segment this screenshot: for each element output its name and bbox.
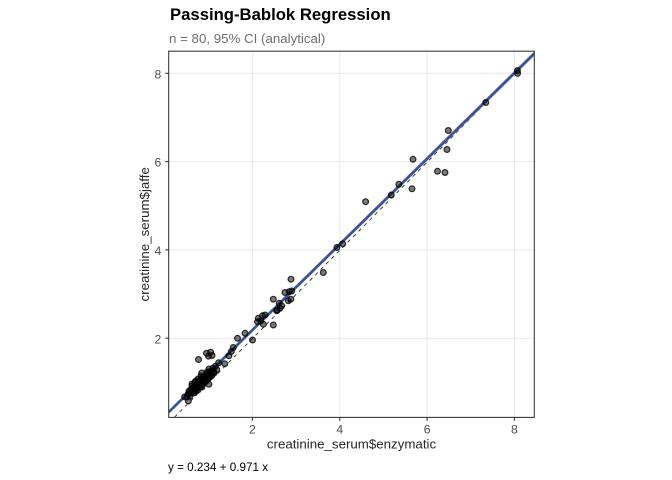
- svg-text:y = 0.234 + 0.971 x: y = 0.234 + 0.971 x: [168, 461, 268, 474]
- svg-text:Passing-Bablok Regression: Passing-Bablok Regression: [170, 5, 391, 24]
- svg-text:creatinine_serum$jaffe: creatinine_serum$jaffe: [137, 167, 152, 301]
- svg-text:2: 2: [155, 332, 162, 346]
- svg-text:6: 6: [424, 422, 431, 436]
- svg-text:8: 8: [155, 67, 162, 81]
- svg-text:8: 8: [511, 422, 518, 436]
- svg-text:n = 80, 95% CI (analytical): n = 80, 95% CI (analytical): [169, 31, 325, 46]
- svg-text:4: 4: [336, 422, 343, 436]
- svg-text:creatinine_serum$enzymatic: creatinine_serum$enzymatic: [267, 437, 437, 452]
- svg-text:2: 2: [249, 422, 256, 436]
- svg-text:4: 4: [155, 244, 162, 258]
- svg-text:6: 6: [155, 156, 162, 170]
